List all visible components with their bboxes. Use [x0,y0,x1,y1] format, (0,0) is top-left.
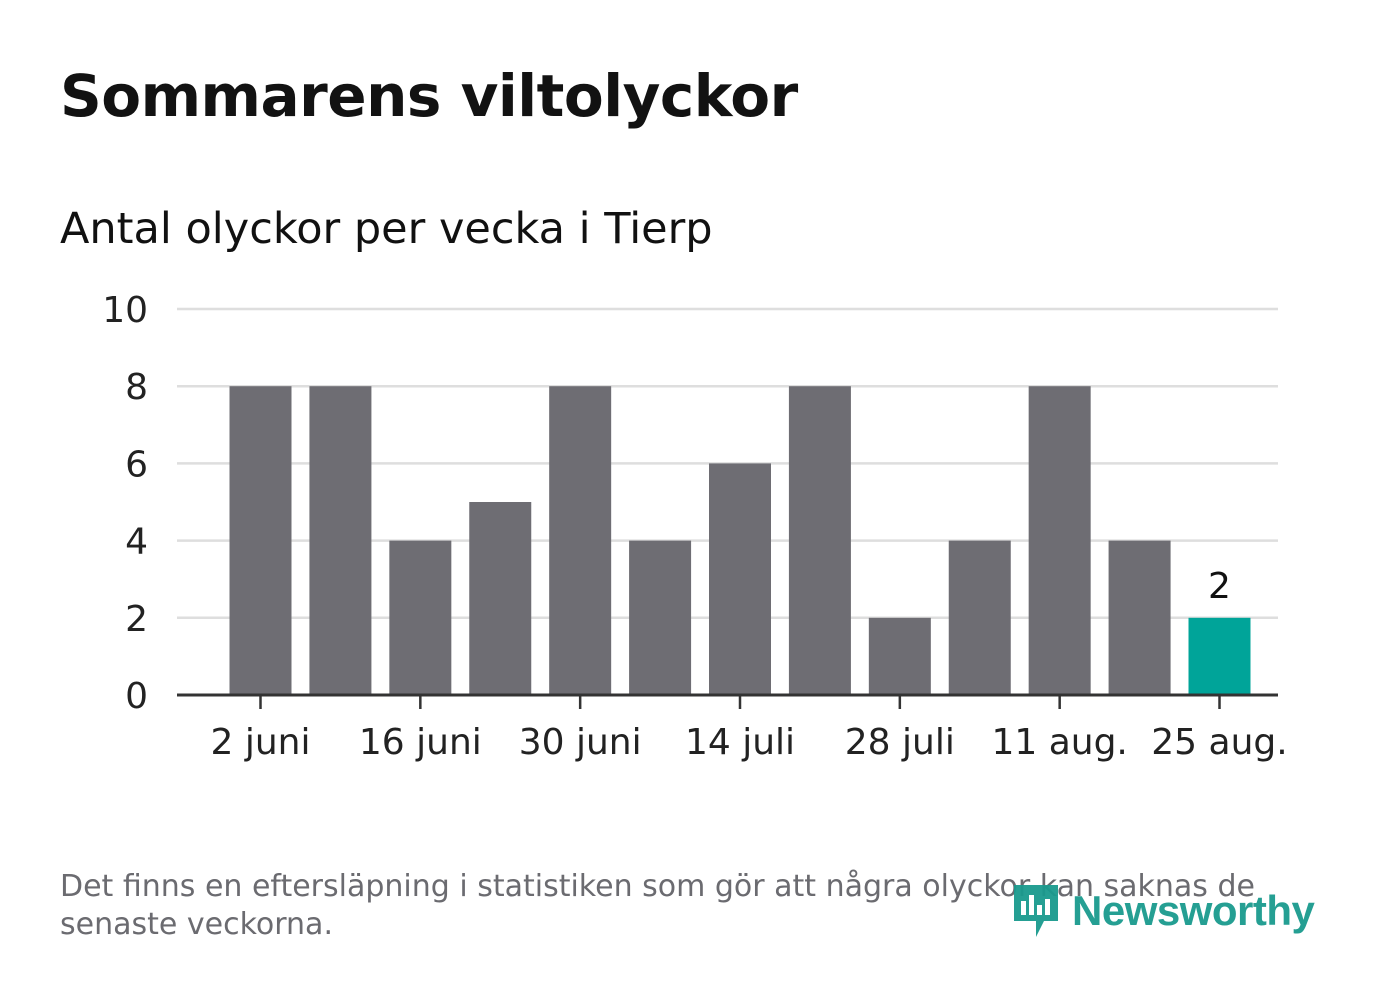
bar [309,386,372,695]
bar [549,386,612,695]
x-tick-label: 30 juni [519,722,642,763]
x-tick-label: 11 aug. [991,722,1127,763]
x-tick-label: 2 juni [211,722,311,763]
data-label: 2 [1208,566,1231,607]
newsworthy-logo-icon [1014,885,1058,937]
y-tick-label: 0 [125,676,148,717]
bar [469,502,532,695]
bar [788,386,851,695]
bar [1188,617,1251,695]
x-tick-label: 25 aug. [1151,722,1287,763]
y-tick-label: 2 [125,599,148,640]
x-tick-label: 16 juni [359,722,482,763]
bar [868,617,931,695]
chart-subtitle: Antal olyckor per vecka i Tierp [60,204,713,254]
chart-title: Sommarens viltolyckor [60,62,798,130]
bar-chart: 0 2 4 6 8 10 2 2 juni 16 juni 30 juni 14 juli 28 ju… [102,290,1288,763]
newsworthy-logo-text: Newsworthy [1072,887,1315,934]
bar [389,540,452,695]
y-tick-label: 6 [125,444,148,485]
y-tick-label: 4 [125,522,148,563]
bar [948,540,1011,695]
bar [709,463,771,695]
bar [629,540,692,695]
bar [229,386,292,695]
x-tick-label: 28 juli [845,722,955,763]
x-tick-label: 14 juli [685,722,795,763]
y-tick-label: 10 [102,290,148,331]
newsworthy-logo: Newsworthy [1010,876,1315,946]
bar [1108,540,1171,695]
y-tick-label: 8 [125,367,148,408]
bar [1028,386,1091,695]
